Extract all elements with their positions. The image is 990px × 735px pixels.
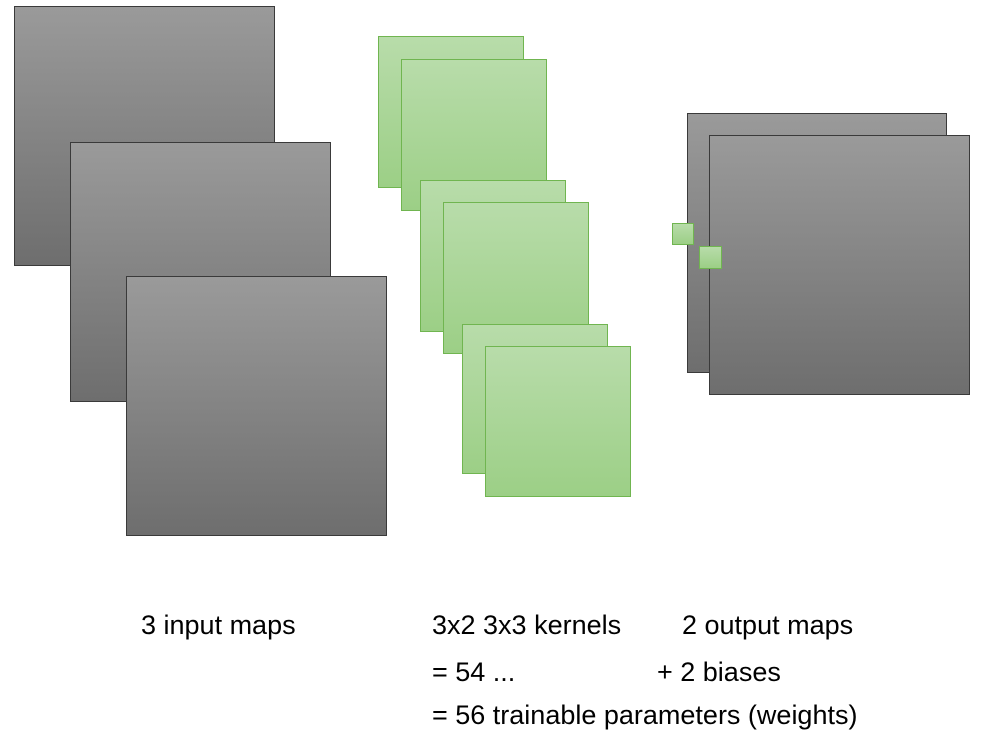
bias-2	[699, 246, 722, 269]
kernel-3b	[485, 346, 631, 497]
biases-label: + 2 biases	[657, 657, 781, 687]
output-maps-label: 2 output maps	[682, 610, 854, 640]
bias-1	[672, 223, 694, 245]
output-map-2	[709, 135, 970, 395]
total-parameters-label: = 56 trainable parameters (weights)	[432, 700, 858, 730]
input-maps-label: 3 input maps	[141, 610, 296, 640]
kernels-label: 3x2 3x3 kernels	[432, 610, 622, 640]
input-map-3	[126, 276, 387, 536]
weights-count-label: = 54 ...	[432, 657, 516, 687]
